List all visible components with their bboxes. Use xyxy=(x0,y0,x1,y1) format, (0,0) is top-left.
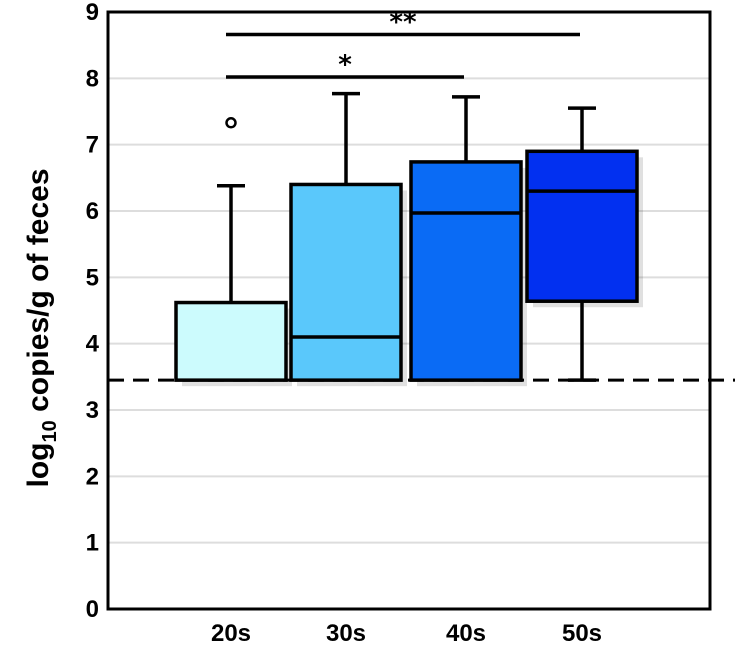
x-tick-labels: 20s 30s 40s 50s xyxy=(211,620,602,645)
y-tick-label: 9 xyxy=(86,0,99,26)
y-tick-label: 3 xyxy=(86,397,99,424)
x-tick-label: 50s xyxy=(562,620,602,645)
y-tick-label: 7 xyxy=(86,132,99,159)
box-group xyxy=(174,91,643,387)
significance-label: * xyxy=(338,50,352,80)
x-tick-label: 40s xyxy=(446,620,486,645)
y-tick-label: 5 xyxy=(86,264,99,291)
x-tick-label: 30s xyxy=(326,620,366,645)
y-tick-label: 4 xyxy=(86,331,100,358)
y-axis-label: log10 copies/g of feces xyxy=(22,169,61,488)
y-axis-label-suffix: copies/g of feces xyxy=(22,169,55,421)
y-tick-label: 0 xyxy=(86,596,99,623)
box-50s xyxy=(525,106,643,382)
y-tick-label: 1 xyxy=(86,530,99,557)
box-body xyxy=(174,300,288,382)
plot-frame xyxy=(106,10,712,611)
outlier-point xyxy=(225,117,237,129)
box-body xyxy=(525,149,639,303)
box-body xyxy=(409,160,523,382)
box-30s xyxy=(289,91,407,387)
y-axis-label-subscript: 10 xyxy=(39,420,61,442)
significance-brackets: *** xyxy=(226,8,580,80)
box-body xyxy=(289,182,403,382)
y-tick-label: 8 xyxy=(86,65,99,92)
y-axis-label-prefix: log xyxy=(22,443,55,488)
x-tick-label: 20s xyxy=(211,620,251,645)
y-tick-label: 2 xyxy=(86,463,99,490)
box-40s xyxy=(409,95,527,387)
box-20s xyxy=(174,117,292,387)
y-tick-labels: 0 1 2 3 4 5 6 7 8 9 xyxy=(86,0,100,623)
y-tick-label: 6 xyxy=(86,198,99,225)
